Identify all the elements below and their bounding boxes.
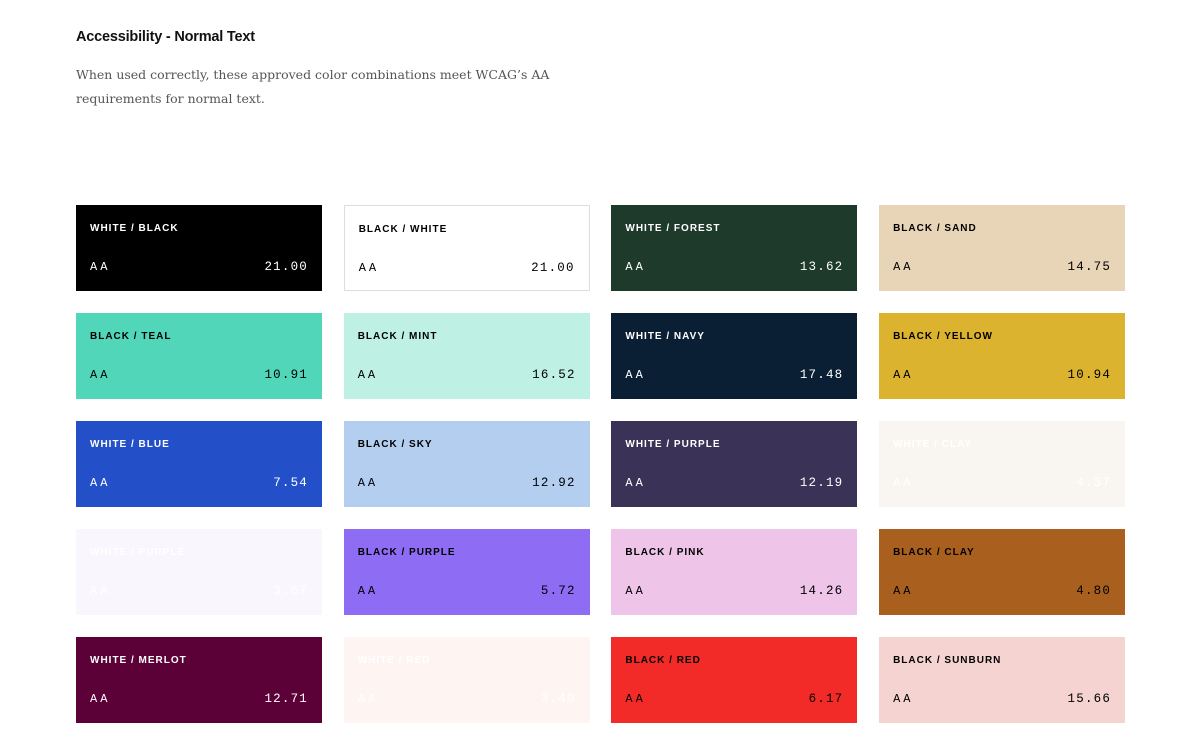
contrast-ratio: 17.48 [799, 368, 844, 382]
swatch-label: BLACK / PINK [625, 547, 705, 558]
color-swatch-card: WHITE / FOREST AA 13.62 [611, 205, 858, 291]
swatch-label: WHITE / RED [357, 655, 431, 666]
color-swatch-card: BLACK / MINT AA 16.52 [343, 313, 590, 399]
swatch-label: BLACK / RED [625, 655, 701, 666]
swatch-label: BLACK / CLAY [893, 547, 975, 558]
swatch-label: BLACK / PURPLE [357, 547, 456, 558]
color-swatch-card: BLACK / TEAL AA 10.91 [76, 313, 322, 399]
color-combination-grid: WHITE / BLACK AA 21.00 BLACK / WHITE AA 2… [76, 205, 1126, 723]
contrast-ratio: 4.80 [1076, 584, 1112, 598]
contrast-ratio: 3.40 [540, 692, 576, 706]
contrast-ratio: 12.71 [264, 692, 308, 706]
wcag-level: AA [358, 261, 380, 275]
contrast-ratio: 7.54 [273, 476, 308, 490]
contrast-ratio: 15.66 [1067, 692, 1112, 706]
wcag-level: AA [90, 476, 111, 490]
contrast-ratio: 14.26 [799, 584, 844, 598]
swatch-label: WHITE / NAVY [625, 331, 705, 342]
swatch-label: BLACK / SUNBURN [893, 655, 1002, 666]
wcag-level: AA [893, 260, 914, 274]
contrast-ratio: 10.94 [1067, 368, 1112, 382]
color-swatch-card: BLACK / SKY AA 12.92 [343, 421, 590, 507]
contrast-ratio: 3.67 [273, 584, 308, 598]
color-swatch-card: BLACK / PURPLE AA 5.72 [343, 529, 590, 615]
contrast-ratio: 10.91 [264, 368, 308, 382]
wcag-level: AA [90, 368, 111, 382]
color-swatch-card: WHITE / PURPLE AA 12.19 [611, 421, 858, 507]
wcag-level: AA [357, 584, 379, 598]
contrast-ratio: 21.00 [531, 261, 575, 275]
wcag-level: AA [625, 692, 646, 706]
swatch-label: BLACK / SKY [357, 439, 433, 450]
swatch-label: BLACK / WHITE [358, 224, 448, 235]
swatch-label: BLACK / MINT [357, 331, 438, 342]
swatch-label: WHITE / BLUE [90, 439, 170, 450]
color-swatch-card: BLACK / YELLOW AA 10.94 [879, 313, 1126, 399]
wcag-level: AA [625, 476, 646, 490]
color-swatch-card: BLACK / RED AA 6.17 [611, 637, 858, 723]
contrast-ratio: 5.72 [540, 584, 576, 598]
wcag-level: AA [90, 692, 111, 706]
wcag-level: AA [893, 476, 914, 490]
section-description: When used correctly, these approved colo… [76, 67, 550, 106]
contrast-ratio: 16.52 [532, 368, 576, 382]
wcag-level: AA [893, 584, 914, 598]
color-swatch-card: WHITE / CLAY AA 4.37 [879, 421, 1126, 507]
swatch-label: BLACK / TEAL [90, 331, 172, 342]
wcag-level: AA [893, 368, 914, 382]
color-swatch-card: BLACK / SUNBURN AA 15.66 [879, 637, 1126, 723]
swatch-label: WHITE / FOREST [625, 223, 721, 234]
wcag-level: AA [357, 368, 379, 382]
contrast-ratio: 6.17 [808, 692, 844, 706]
wcag-level: AA [357, 692, 379, 706]
color-swatch-card: WHITE / PURPLE AA 3.67 [76, 529, 322, 615]
color-swatch-card: WHITE / BLUE AA 7.54 [76, 421, 322, 507]
swatch-label: WHITE / MERLOT [90, 655, 187, 666]
color-swatch-card: WHITE / RED AA 3.40 [343, 637, 590, 723]
contrast-ratio: 13.62 [799, 260, 844, 274]
wcag-level: AA [625, 368, 646, 382]
color-swatch-card: BLACK / WHITE AA 21.00 [343, 205, 590, 291]
contrast-ratio: 21.00 [264, 260, 308, 274]
swatch-label: WHITE / PURPLE [625, 439, 721, 450]
color-swatch-card: WHITE / MERLOT AA 12.71 [76, 637, 322, 723]
swatch-label: WHITE / CLAY [893, 439, 972, 450]
wcag-level: AA [90, 584, 111, 598]
contrast-ratio: 12.19 [799, 476, 844, 490]
wcag-level: AA [90, 260, 111, 274]
color-swatch-card: BLACK / PINK AA 14.26 [611, 529, 858, 615]
swatch-label: WHITE / PURPLE [90, 547, 186, 558]
contrast-ratio: 14.75 [1067, 260, 1112, 274]
color-swatch-card: BLACK / SAND AA 14.75 [879, 205, 1126, 291]
swatch-label: WHITE / BLACK [90, 223, 179, 234]
swatch-label: BLACK / YELLOW [893, 331, 993, 342]
wcag-level: AA [625, 260, 646, 274]
color-swatch-card: BLACK / CLAY AA 4.80 [879, 529, 1126, 615]
swatch-label: BLACK / SAND [893, 223, 977, 234]
contrast-ratio: 4.37 [1076, 476, 1112, 490]
color-swatch-card: WHITE / NAVY AA 17.48 [611, 313, 858, 399]
contrast-ratio: 12.92 [532, 476, 576, 490]
wcag-level: AA [893, 692, 914, 706]
wcag-level: AA [357, 476, 379, 490]
color-swatch-card: WHITE / BLACK AA 21.00 [76, 205, 322, 291]
wcag-level: AA [625, 584, 646, 598]
section-title: Accessibility - Normal Text [76, 29, 255, 45]
